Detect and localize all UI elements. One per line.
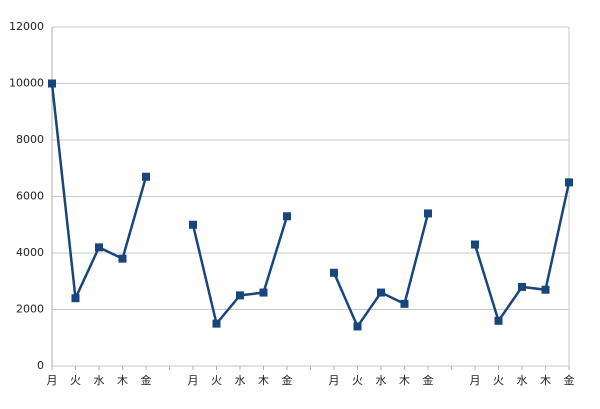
x-tick-label: 月: [47, 374, 58, 387]
marker: [518, 282, 526, 291]
marker: [189, 220, 197, 229]
marker: [48, 79, 56, 88]
x-tick-label: 金: [282, 373, 293, 387]
x-tick-label: 木: [540, 374, 551, 387]
marker: [142, 172, 150, 181]
marker: [330, 268, 338, 277]
x-tick-label: 水: [376, 374, 387, 387]
y-tick-label: 8000: [16, 133, 44, 146]
x-tick-label: 月: [329, 374, 340, 387]
marker: [95, 243, 103, 252]
x-tick-label: 水: [517, 374, 528, 387]
y-tick-label: 4000: [16, 246, 44, 259]
x-tick-label: 木: [258, 374, 269, 387]
x-tick-label: 木: [399, 374, 410, 387]
x-tick-label: 金: [423, 373, 434, 387]
x-tick-label: 金: [564, 373, 575, 387]
x-tick-label: 水: [235, 374, 246, 387]
marker: [471, 240, 479, 249]
marker: [212, 319, 221, 328]
y-tick-label: 2000: [16, 303, 44, 316]
x-tick-label: 月: [470, 374, 481, 387]
x-tick-label: 木: [117, 374, 128, 387]
marker: [377, 288, 385, 297]
y-tick-label: 6000: [16, 190, 44, 203]
x-tick-label: 水: [94, 374, 105, 387]
series-line: [50, 83, 571, 328]
x-tick-label: 火: [493, 374, 504, 387]
x-tick-label: 火: [352, 374, 363, 387]
marker: [283, 212, 291, 221]
marker: [236, 291, 244, 300]
marker: [71, 294, 80, 303]
y-tick-label: 12000: [9, 20, 44, 33]
marker: [565, 178, 573, 187]
marker: [494, 316, 503, 325]
x-tick-label: 金: [141, 373, 152, 387]
marker: [400, 299, 409, 308]
marker: [259, 288, 268, 297]
x-tick-label: 火: [70, 374, 81, 387]
marker: [424, 209, 432, 218]
marker: [118, 254, 127, 263]
x-tick-label: 火: [211, 374, 222, 387]
x-tick-label: 月: [188, 374, 199, 387]
y-tick-label: 0: [37, 359, 44, 372]
marker: [353, 322, 362, 331]
y-tick-label: 10000: [9, 77, 44, 90]
marker: [541, 285, 550, 294]
